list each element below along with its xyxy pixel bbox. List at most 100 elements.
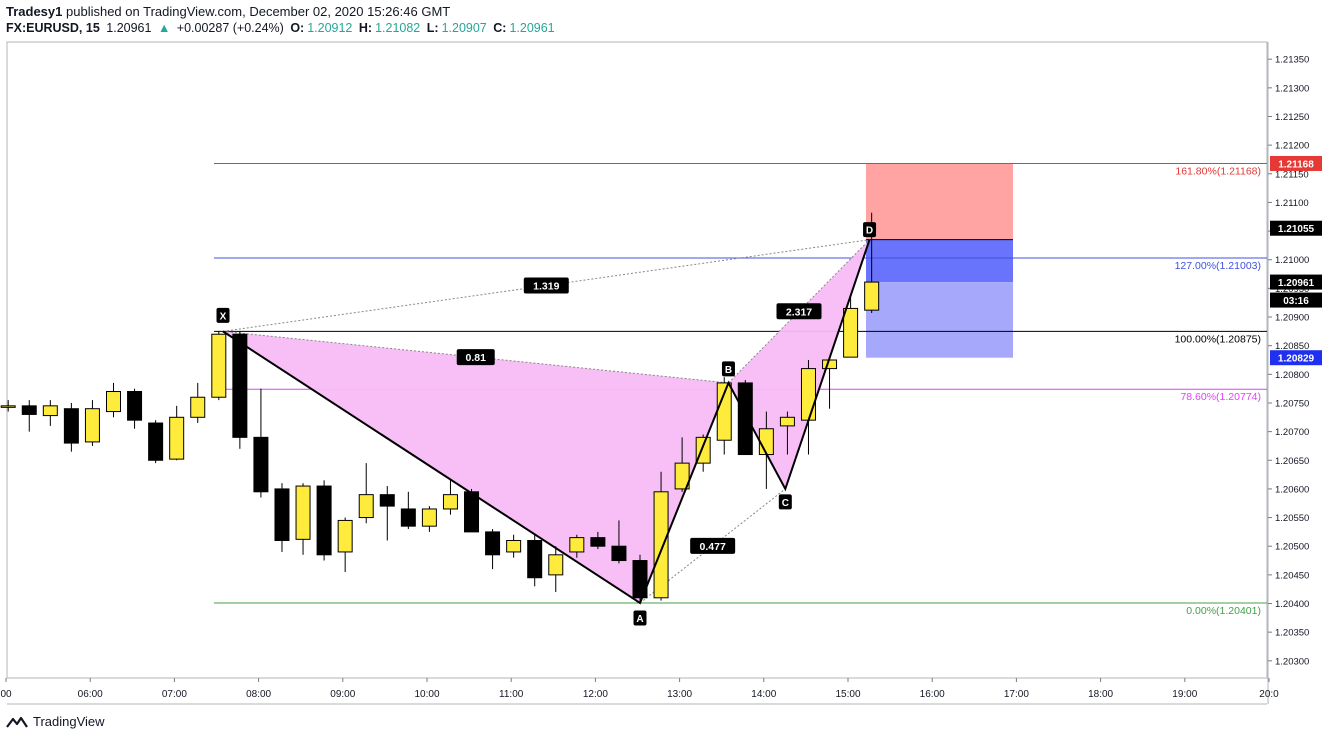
position-zone-stop — [866, 163, 1013, 240]
candle — [316, 480, 332, 561]
ratio-label: 0.477 — [700, 541, 726, 553]
candle-body — [758, 428, 774, 456]
brand[interactable]: TradingView — [6, 714, 105, 729]
candle — [253, 388, 269, 498]
candle-body — [106, 391, 121, 413]
candle-body — [358, 494, 374, 519]
open-value: 1.20912 — [307, 21, 353, 35]
x-tick-label: 10:00 — [414, 689, 439, 700]
y-tick-label: 1.20750 — [1275, 398, 1309, 409]
candle — [590, 531, 606, 550]
position-zone-target-2 — [866, 282, 1013, 358]
candle-body — [21, 405, 37, 415]
y-tick-label: 1.20400 — [1275, 599, 1309, 610]
y-tick-label: 1.20700 — [1275, 427, 1309, 438]
y-tick-label: 1.21200 — [1275, 141, 1309, 152]
candle — [548, 546, 564, 593]
candle-body — [800, 368, 816, 421]
fib-level-label: 127.00%(1.21003) — [1175, 260, 1261, 272]
candle-body — [485, 531, 501, 556]
price-tag-bg — [1270, 274, 1322, 290]
candle — [190, 382, 206, 424]
candle-body — [737, 382, 753, 456]
candle — [63, 402, 79, 452]
candle-body — [442, 494, 458, 510]
x-tick-label: 06:00 — [78, 689, 103, 700]
pattern-legs — [222, 239, 871, 605]
candle — [232, 331, 248, 449]
candle-body — [864, 281, 880, 311]
candle — [127, 388, 143, 429]
candle — [569, 534, 585, 558]
candle — [653, 471, 669, 601]
pattern-ratio-line — [222, 330, 729, 384]
candle-body — [506, 539, 522, 553]
candle-body — [464, 491, 480, 533]
ratio-label: 0.81 — [466, 352, 487, 364]
candle — [358, 463, 374, 524]
y-tick-label: 1.20600 — [1275, 484, 1309, 495]
x-tick-label: 20:0 — [1259, 689, 1279, 700]
candle — [148, 420, 164, 464]
ratio-badge — [523, 277, 569, 294]
y-tick-label: 1.20900 — [1275, 313, 1309, 324]
x-tick-label: 11:00 — [499, 689, 524, 700]
pattern-triangle-xab — [223, 331, 729, 603]
candle-body — [590, 537, 606, 547]
candle — [421, 506, 437, 532]
pattern-point-label: D — [866, 226, 873, 237]
candle-body — [527, 539, 543, 579]
candle — [0, 400, 16, 412]
y-tick-label: 1.21100 — [1275, 198, 1309, 209]
low-label: L: — [426, 21, 439, 35]
pattern-point-marker — [778, 494, 792, 510]
pattern-triangle-bcd — [728, 239, 870, 489]
candle-body — [822, 359, 838, 370]
candle-body — [611, 545, 627, 562]
brand-name: TradingView — [33, 714, 105, 729]
candle — [632, 554, 648, 603]
price-tag-bg — [1270, 220, 1322, 236]
x-tick-label: 08:00 — [246, 689, 271, 700]
x-tick-label: 18:00 — [1088, 689, 1113, 700]
y-tick-label: 1.20650 — [1275, 456, 1309, 467]
pattern-point-label: X — [220, 311, 227, 322]
candle-body — [232, 333, 248, 438]
y-tick-label: 1.21150 — [1275, 169, 1309, 180]
change-arrow-icon: ▲ — [157, 21, 171, 35]
low-value: 1.20907 — [441, 21, 487, 35]
tradingview-logo-icon — [6, 716, 28, 728]
candle-body — [63, 408, 79, 444]
candle — [295, 483, 311, 555]
y-tick-label: 1.21350 — [1275, 55, 1309, 66]
candle-body — [653, 491, 669, 599]
close-label: C: — [493, 21, 507, 35]
y-tick-label: 1.21000 — [1275, 255, 1309, 266]
candle — [21, 400, 37, 432]
publisher-name[interactable]: Tradesy1 — [6, 4, 63, 19]
candle-body — [253, 436, 269, 493]
y-tick-label: 1.20500 — [1275, 542, 1309, 553]
ratio-badge — [690, 537, 736, 554]
candle-body — [0, 405, 16, 408]
fib-level-label: 100.00%(1.20875) — [1175, 333, 1261, 345]
candle-body — [274, 488, 290, 541]
y-tick-label: 1.20300 — [1275, 656, 1309, 667]
price-tag-bg — [1270, 155, 1322, 171]
symbol-name[interactable]: FX:EURUSD, 15 — [6, 21, 100, 35]
y-tick-label: 1.20850 — [1275, 341, 1309, 352]
price-tag-bg — [1270, 292, 1322, 308]
candle-body — [169, 416, 185, 460]
y-tick-label: 1.20800 — [1275, 370, 1309, 381]
candle — [611, 520, 627, 564]
published-text: published on TradingView.com, December 0… — [66, 4, 451, 19]
x-tick-label: 13:00 — [667, 689, 692, 700]
x-tick-label: 17:00 — [1004, 689, 1029, 700]
publish-info: Tradesy1 published on TradingView.com, D… — [6, 4, 450, 19]
candle-body — [632, 560, 648, 599]
candle-body — [421, 508, 437, 527]
ratio-badge — [776, 303, 822, 320]
candle-body — [674, 462, 690, 490]
candle-body — [211, 333, 227, 398]
